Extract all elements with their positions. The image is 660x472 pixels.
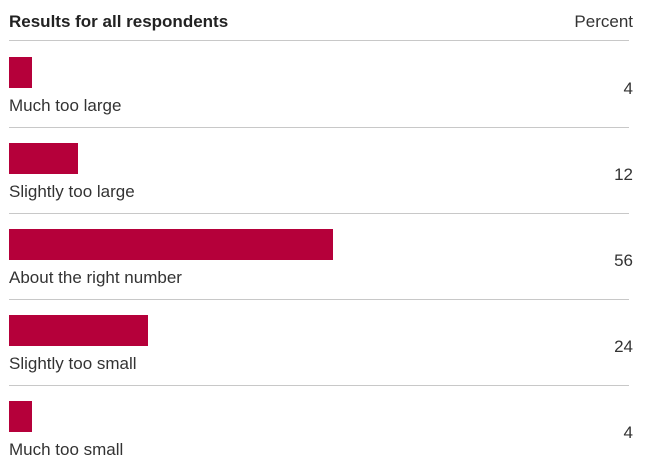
row-divider — [9, 127, 629, 128]
bar-row: Slightly too small 24 — [0, 300, 660, 386]
bar-row: Much too small 4 — [0, 386, 660, 472]
bar — [9, 401, 32, 432]
category-label: Much too large — [9, 96, 122, 115]
bar — [9, 57, 32, 88]
row-divider — [9, 299, 629, 300]
category-label: About the right number — [9, 268, 182, 287]
percent-column-label: Percent — [574, 12, 633, 31]
category-label: Slightly too small — [9, 354, 137, 373]
value-label: 4 — [623, 79, 633, 98]
row-divider — [9, 385, 629, 386]
value-label: 4 — [623, 423, 633, 442]
category-label: Slightly too large — [9, 182, 135, 201]
value-label: 12 — [614, 165, 633, 184]
value-label: 56 — [614, 251, 633, 270]
header-divider — [9, 40, 629, 41]
bar — [9, 143, 78, 174]
bar — [9, 229, 333, 260]
bar — [9, 315, 148, 346]
bar-row: Slightly too large 12 — [0, 128, 660, 214]
row-divider — [9, 213, 629, 214]
category-label: Much too small — [9, 440, 124, 459]
chart-header: Results for all respondents Percent — [0, 0, 660, 42]
bar-row: Much too large 4 — [0, 42, 660, 128]
chart-title: Results for all respondents — [9, 12, 229, 31]
value-label: 24 — [614, 337, 633, 356]
bar-row: About the right number 56 — [0, 214, 660, 300]
